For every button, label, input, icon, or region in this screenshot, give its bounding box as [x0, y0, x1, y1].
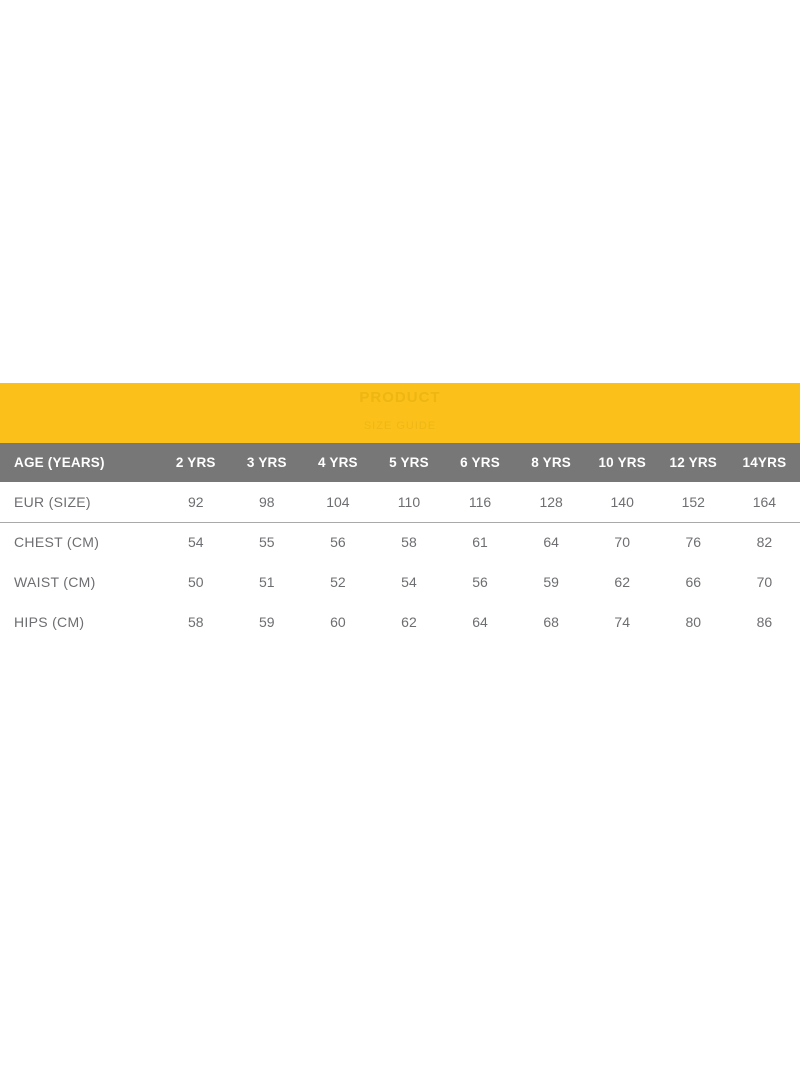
cell-waist-14yrs: 70 [756, 574, 773, 590]
cell-chest-3yrs: 55 [259, 534, 275, 551]
cell-waist-2yrs: 50 [187, 574, 204, 590]
cell-chest-4yrs: 56 [330, 534, 346, 551]
cell-waist-6yrs: 56 [472, 574, 488, 590]
table-row-eur: EUR (SIZE) 92 98 104 110 116 128 140 152… [0, 482, 800, 523]
cell-hips-6yrs: 64 [472, 614, 488, 630]
cell-chest-2yrs: 54 [187, 534, 204, 551]
table-header: AGE (YEARS) 2 YRS 3 YRS 4 YRS 5 YRS 6 YR… [0, 443, 800, 482]
brand-banner: PRODUCT SIZE GUIDE [0, 383, 800, 443]
cell-eur-4yrs: 104 [302, 482, 374, 523]
column-header-14yrs: 14YRS [742, 455, 787, 470]
column-header-age: AGE (YEARS) [14, 455, 105, 470]
brand-banner-subtitle: SIZE GUIDE [363, 420, 437, 432]
cell-chest-5yrs: 58 [401, 534, 417, 551]
cell-chest-8yrs: 64 [543, 534, 559, 551]
size-chart-table: AGE (YEARS) 2 YRS 3 YRS 4 YRS 5 YRS 6 YR… [0, 443, 800, 642]
cell-eur-10yrs: 140 [586, 482, 658, 523]
cell-eur-14yrs: 164 [728, 482, 800, 523]
cell-eur-3yrs: 98 [231, 482, 303, 523]
cell-chest-14yrs: 82 [756, 534, 773, 551]
table-body: EUR (SIZE) 92 98 104 110 116 128 140 152… [0, 482, 800, 642]
table-header-row: AGE (YEARS) 2 YRS 3 YRS 4 YRS 5 YRS 6 YR… [0, 443, 800, 482]
cell-eur-2yrs: 92 [160, 482, 232, 523]
cell-hips-3yrs: 59 [259, 614, 275, 630]
cell-waist-3yrs: 51 [259, 574, 275, 590]
column-header-10yrs: 10 YRS [598, 455, 646, 470]
table-row-waist: WAIST (CM) 50 51 52 54 56 59 62 66 70 [0, 562, 800, 602]
column-header-2yrs: 2 YRS [175, 455, 216, 470]
column-header-4yrs: 4 YRS [317, 455, 358, 470]
cell-eur-5yrs: 110 [373, 482, 445, 523]
cell-hips-10yrs: 74 [614, 614, 630, 630]
cell-chest-6yrs: 61 [472, 534, 488, 551]
cell-hips-4yrs: 60 [330, 614, 346, 630]
table-row-chest: CHEST (CM) 54 55 56 58 61 64 70 76 82 [0, 522, 800, 562]
cell-waist-10yrs: 62 [614, 574, 630, 590]
column-header-3yrs: 3 YRS [246, 455, 287, 470]
brand-banner-title: PRODUCT [359, 389, 441, 406]
cell-chest-10yrs: 70 [614, 534, 630, 551]
cell-hips-2yrs: 58 [187, 614, 204, 630]
column-header-8yrs: 8 YRS [531, 455, 571, 470]
row-label-waist: WAIST (CM) [14, 574, 96, 590]
cell-hips-14yrs: 86 [756, 614, 773, 630]
cell-waist-5yrs: 54 [401, 574, 417, 590]
cell-chest-12yrs: 76 [685, 534, 702, 551]
row-label-eur: EUR (SIZE) [0, 482, 161, 523]
column-header-6yrs: 6 YRS [460, 455, 500, 470]
row-label-hips: HIPS (CM) [14, 614, 85, 630]
cell-hips-8yrs: 68 [543, 614, 559, 630]
row-label-chest: CHEST (CM) [14, 534, 100, 551]
table-row-hips: HIPS (CM) 58 59 60 62 64 68 74 80 86 [0, 602, 800, 642]
cell-hips-12yrs: 80 [685, 614, 702, 630]
cell-eur-8yrs: 128 [515, 482, 587, 523]
cell-waist-8yrs: 59 [543, 574, 559, 590]
cell-waist-12yrs: 66 [685, 574, 702, 590]
cell-eur-6yrs: 116 [444, 482, 516, 523]
column-header-12yrs: 12 YRS [669, 455, 718, 470]
cell-waist-4yrs: 52 [330, 574, 346, 590]
size-chart-container: PRODUCT SIZE GUIDE AGE (YEARS) 2 YRS 3 Y… [0, 383, 800, 642]
column-header-5yrs: 5 YRS [389, 455, 429, 470]
cell-hips-5yrs: 62 [401, 614, 417, 630]
cell-eur-12yrs: 152 [657, 482, 729, 523]
